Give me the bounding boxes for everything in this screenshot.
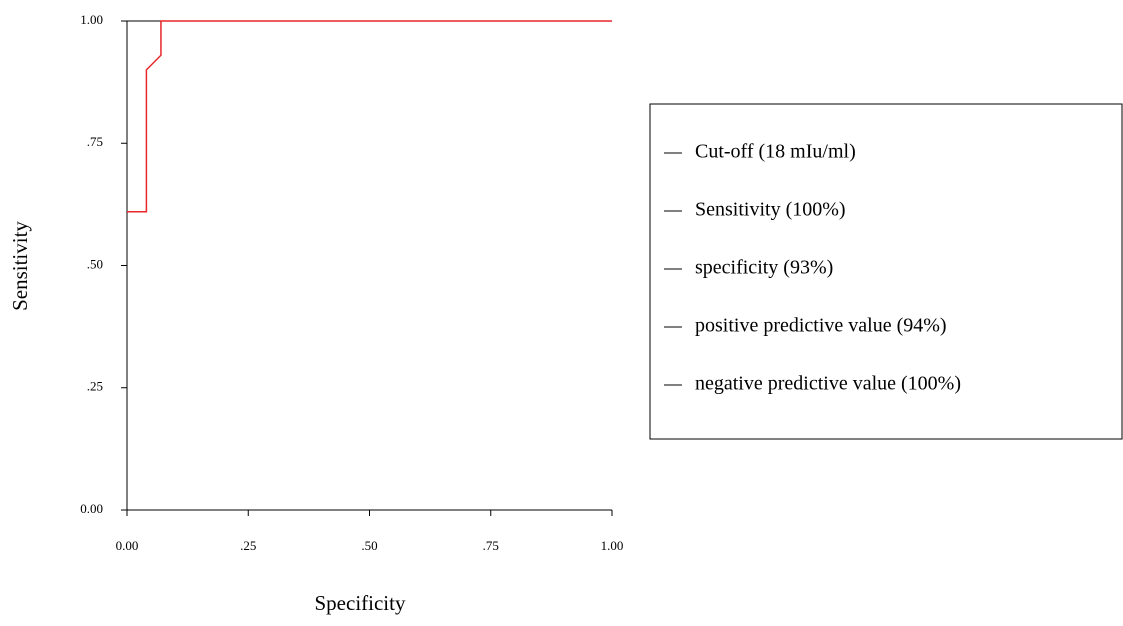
x-tick-label: .50 [361,538,377,553]
x-tick-label: 1.00 [601,538,624,553]
y-tick-label: 0.00 [80,501,103,516]
legend-label: negative predictive value (100%) [695,373,961,395]
legend-label: positive predictive value (94%) [695,315,947,337]
y-tick-label: 1.00 [80,12,103,27]
x-tick-label: .25 [240,538,256,553]
legend-label: Sensitivity (100%) [695,199,846,221]
y-tick-label: .50 [87,256,103,271]
legend-label: specificity (93%) [695,257,833,279]
legend-label: Cut-off (18 mIu/ml) [695,141,856,163]
x-tick-label: 0.00 [116,538,139,553]
y-tick-label: .25 [87,379,103,394]
y-tick-label: .75 [87,134,103,149]
x-axis-title: Specificity [315,591,406,615]
y-axis-title: Sensitivity [8,221,32,311]
roc-curve [127,20,612,213]
legend-box [649,103,1123,440]
x-tick-label: .75 [483,538,499,553]
